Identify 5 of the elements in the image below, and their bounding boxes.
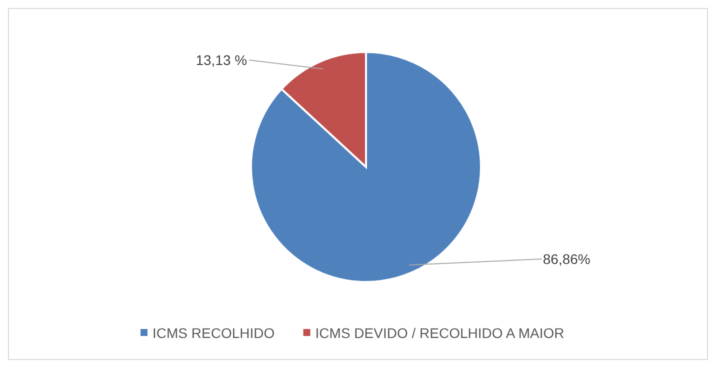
data-label: 13,13 % [196,52,248,68]
legend-label: ICMS RECOLHIDO [152,325,275,341]
legend-label: ICMS DEVIDO / RECOLHIDO A MAIOR [315,325,564,341]
data-label: 86,86% [542,250,590,267]
pie-slice [250,51,482,283]
